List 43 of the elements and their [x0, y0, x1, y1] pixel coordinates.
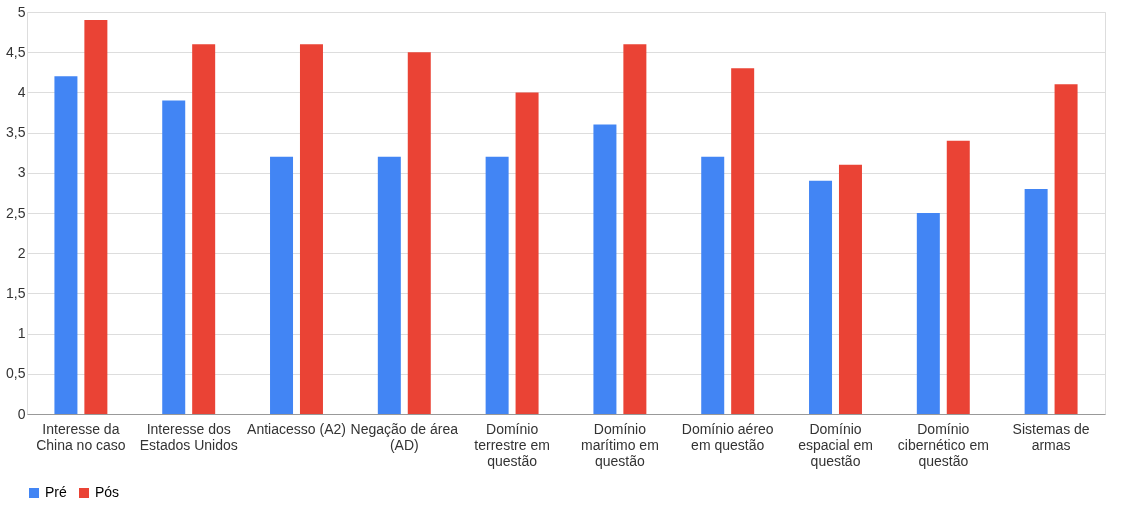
x-tick-label: Antiacesso (A2): [247, 420, 346, 437]
bar: [84, 20, 108, 414]
x-tick-label: Negação de área (AD): [350, 420, 459, 453]
y-tick-label: 0,5: [6, 365, 26, 382]
y-tick-label: 2: [17, 244, 26, 261]
bar: [593, 124, 617, 414]
x-tick-label: Sistemas de armas: [1012, 420, 1090, 453]
bar: [54, 76, 78, 414]
legend-label: Pré: [45, 484, 67, 500]
bar: [270, 156, 294, 414]
bar: [731, 68, 755, 414]
legend-label: Pós: [95, 484, 120, 500]
bar: [192, 44, 216, 414]
bar: [377, 156, 401, 414]
x-tick-label: Domínio cibernético em questão: [897, 420, 989, 469]
bar: [701, 156, 725, 414]
bar: [623, 44, 647, 414]
bar: [1054, 84, 1078, 414]
x-tick-label: Interesse da China no caso: [36, 420, 126, 453]
bar: [485, 156, 509, 414]
x-tick-label: Interesse dos Estados Unidos: [139, 420, 238, 453]
bar: [299, 44, 323, 414]
y-tick-label: 4: [17, 83, 26, 100]
y-tick-label: 4,5: [6, 43, 26, 60]
y-tick-label: 0: [17, 405, 26, 422]
bar: [407, 52, 431, 414]
bar: [946, 140, 970, 414]
y-tick-label: 1: [17, 325, 26, 342]
x-tick-label: Domínio aéreo em questão: [681, 420, 774, 453]
y-tick-label: 3: [17, 164, 26, 181]
bar: [515, 92, 539, 414]
y-tick-label: 1,5: [6, 284, 26, 301]
y-tick-label: 2,5: [6, 204, 26, 221]
bar: [916, 213, 940, 414]
x-tick-label: Domínio espacial em questão: [798, 420, 873, 469]
x-tick-label: Domínio terrestre em questão: [474, 420, 550, 469]
y-tick-label: 3,5: [6, 124, 26, 141]
bar: [162, 100, 186, 414]
bar: [809, 180, 833, 414]
bar: [1024, 188, 1048, 414]
bar: [838, 164, 862, 414]
y-tick-label: 5: [17, 3, 26, 20]
x-tick-label: Domínio marítimo em questão: [581, 420, 659, 469]
